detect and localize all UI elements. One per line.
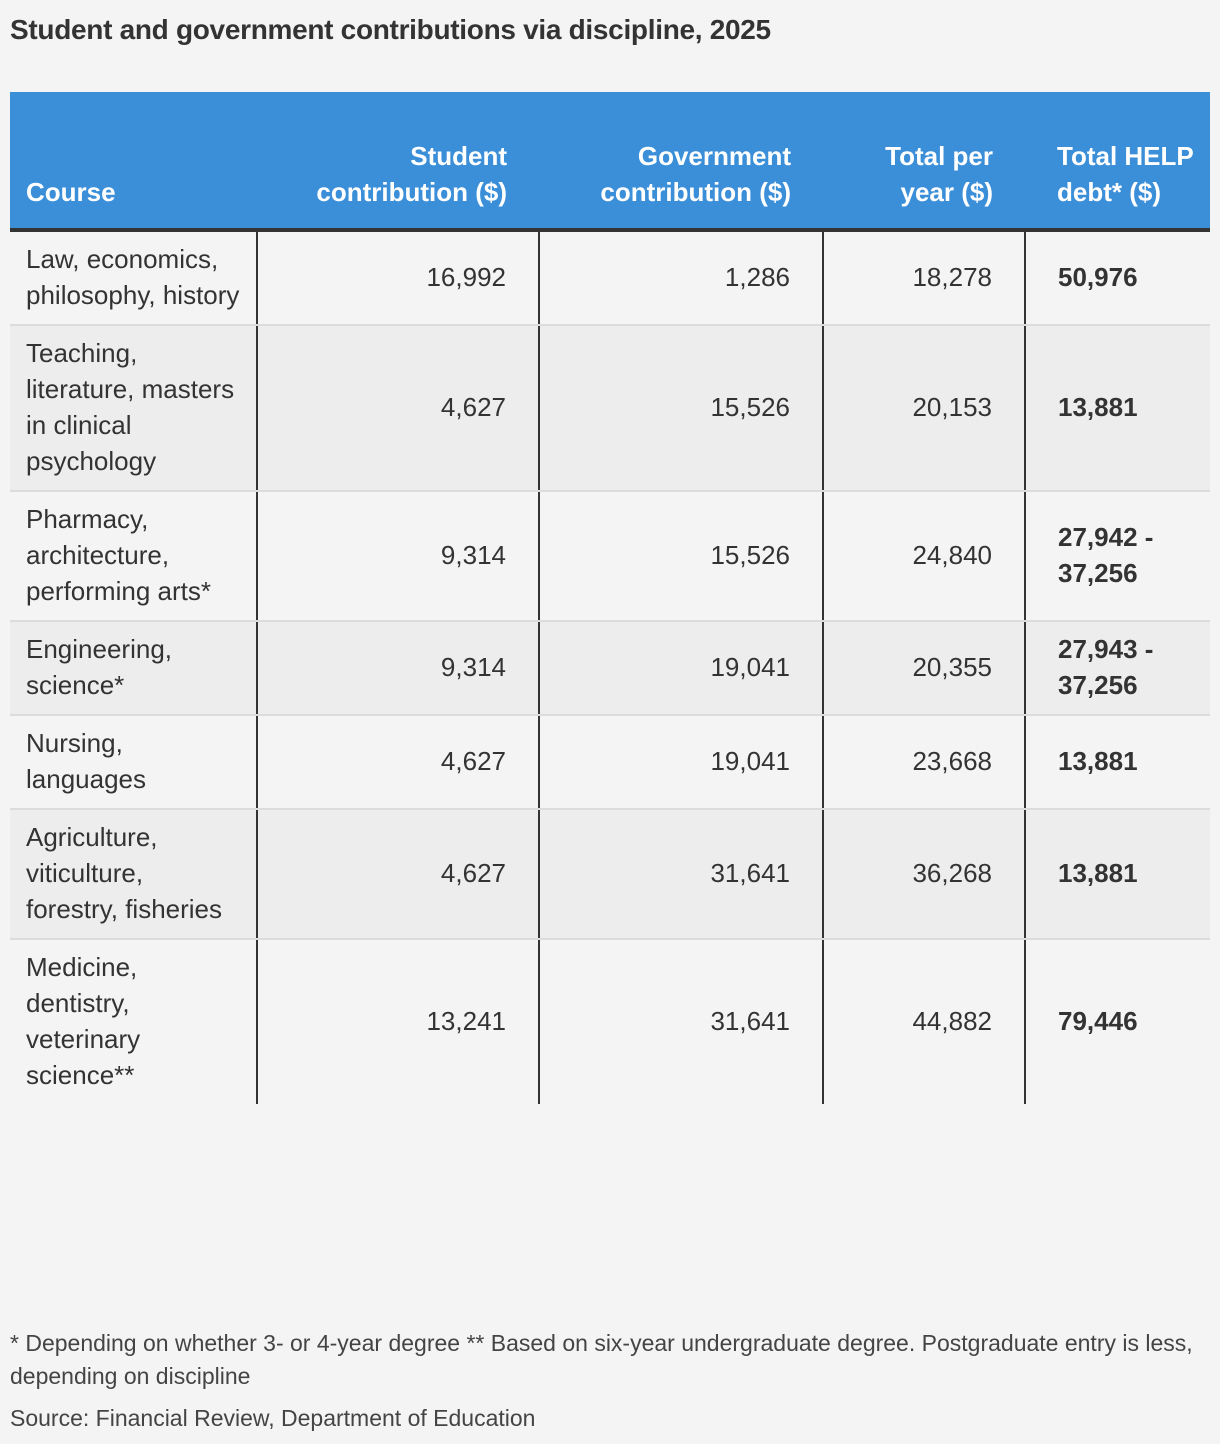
table-row: Law, economics, philosophy, history 16,9… (10, 230, 1210, 326)
cell-government-contribution: 31,641 (538, 939, 823, 1104)
contributions-table: Course Student contribution ($) Governme… (10, 92, 1210, 1104)
cell-total-help-debt: 13,881 (1024, 325, 1210, 492)
cell-total-help-debt: 50,976 (1024, 230, 1210, 326)
cell-course: Law, economics, philosophy, history (10, 230, 257, 326)
table-row: Agriculture, viticulture, forestry, fish… (10, 809, 1210, 940)
cell-total-per-year: 24,840 (822, 491, 1025, 622)
cell-student-contribution: 4,627 (256, 809, 539, 940)
header-government-contribution: Government contribution ($) (539, 92, 823, 232)
cell-total-help-debt: 79,446 (1024, 939, 1210, 1104)
table-header: Course Student contribution ($) Governme… (10, 92, 1210, 232)
header-course: Course (10, 92, 257, 232)
cell-student-contribution: 4,627 (256, 325, 539, 492)
cell-total-per-year: 18,278 (822, 230, 1025, 326)
cell-total-help-debt: 27,943 - 37,256 (1024, 621, 1210, 716)
table-row: Teaching, literature, masters in clinica… (10, 325, 1210, 492)
table-row: Engineering, science* 9,314 19,041 20,35… (10, 621, 1210, 716)
cell-government-contribution: 15,526 (538, 491, 823, 622)
cell-government-contribution: 31,641 (538, 809, 823, 940)
header-total-help-debt: Total HELP debt* ($) (1025, 92, 1210, 232)
header-student-contribution: Student contribution ($) (257, 92, 539, 232)
table-row: Pharmacy, architecture, performing arts*… (10, 491, 1210, 622)
cell-total-per-year: 20,153 (822, 325, 1025, 492)
cell-government-contribution: 15,526 (538, 325, 823, 492)
source-note: Source: Financial Review, Department of … (10, 1405, 536, 1431)
cell-course: Agriculture, viticulture, forestry, fish… (10, 809, 257, 940)
cell-total-per-year: 44,882 (822, 939, 1025, 1104)
cell-student-contribution: 13,241 (256, 939, 539, 1104)
cell-course: Teaching, literature, masters in clinica… (10, 325, 257, 492)
cell-total-help-debt: 13,881 (1024, 809, 1210, 940)
cell-government-contribution: 1,286 (538, 230, 823, 326)
cell-student-contribution: 4,627 (256, 715, 539, 810)
cell-student-contribution: 16,992 (256, 230, 539, 326)
cell-total-per-year: 20,355 (822, 621, 1025, 716)
cell-government-contribution: 19,041 (538, 621, 823, 716)
cell-total-help-debt: 27,942 - 37,256 (1024, 491, 1210, 622)
cell-course: Medicine, dentistry, veterinary science*… (10, 939, 257, 1104)
cell-government-contribution: 19,041 (538, 715, 823, 810)
cell-total-per-year: 23,668 (822, 715, 1025, 810)
cell-total-help-debt: 13,881 (1024, 715, 1210, 810)
table-row: Medicine, dentistry, veterinary science*… (10, 939, 1210, 1104)
header-total-per-year: Total per year ($) (823, 92, 1025, 232)
cell-course: Nursing, languages (10, 715, 257, 810)
footnotes: * Depending on whether 3- or 4-year degr… (10, 1330, 1193, 1389)
cell-total-per-year: 36,268 (822, 809, 1025, 940)
cell-student-contribution: 9,314 (256, 491, 539, 622)
cell-course: Pharmacy, architecture, performing arts* (10, 491, 257, 622)
table-row: Nursing, languages 4,627 19,041 23,668 1… (10, 715, 1210, 810)
cell-course: Engineering, science* (10, 621, 257, 716)
page-title: Student and government contributions via… (10, 14, 771, 45)
cell-student-contribution: 9,314 (256, 621, 539, 716)
